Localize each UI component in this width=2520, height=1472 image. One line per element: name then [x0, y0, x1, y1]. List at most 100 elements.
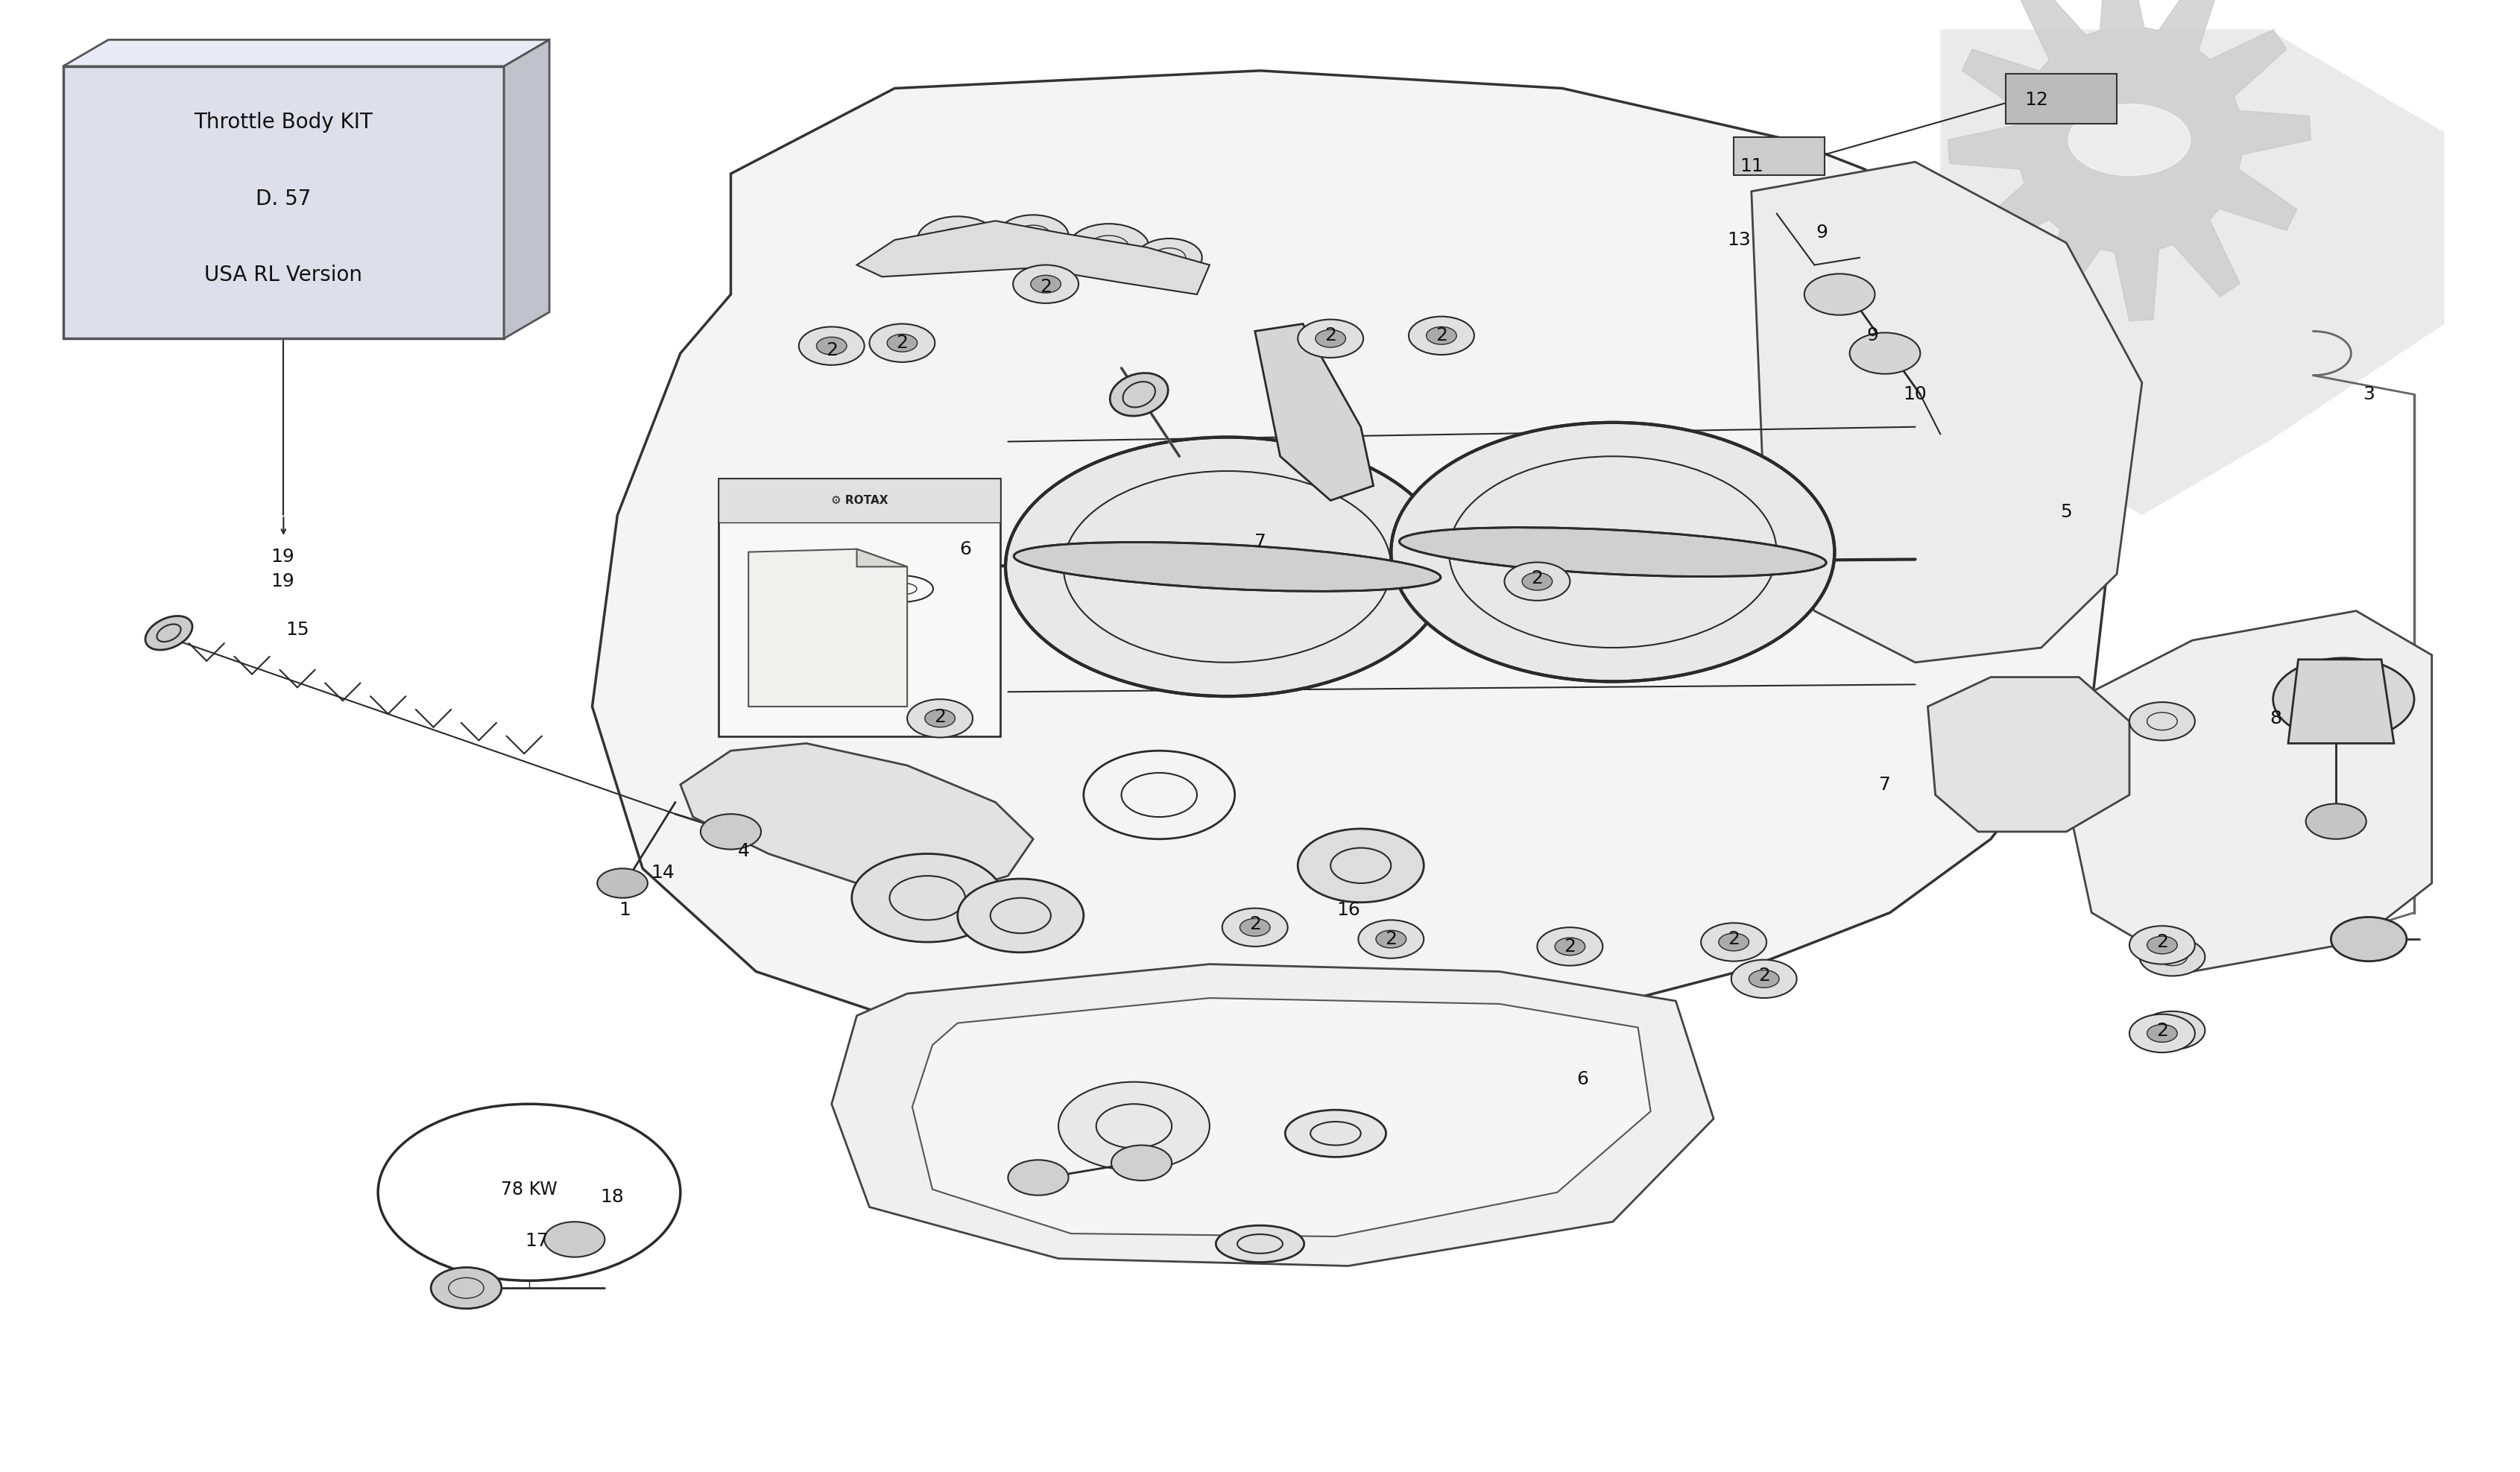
Circle shape — [1555, 938, 1585, 955]
Circle shape — [1719, 933, 1749, 951]
Circle shape — [869, 324, 935, 362]
Text: 2: 2 — [1759, 967, 1769, 985]
Circle shape — [1701, 923, 1767, 961]
Text: 14: 14 — [650, 864, 675, 882]
Polygon shape — [912, 998, 1651, 1236]
Circle shape — [1031, 275, 1061, 293]
Text: 2: 2 — [1386, 930, 1396, 948]
Circle shape — [1731, 960, 1797, 998]
Circle shape — [887, 334, 917, 352]
Ellipse shape — [1109, 372, 1169, 417]
Text: 12: 12 — [2024, 91, 2049, 109]
Circle shape — [1537, 927, 1603, 966]
Circle shape — [1008, 1160, 1068, 1195]
Text: 7: 7 — [1255, 533, 1265, 551]
Circle shape — [917, 216, 998, 263]
Circle shape — [597, 868, 648, 898]
Circle shape — [701, 814, 761, 849]
Circle shape — [2147, 936, 2177, 954]
Circle shape — [998, 215, 1068, 256]
Text: ⚙ ROTAX: ⚙ ROTAX — [832, 495, 887, 506]
Circle shape — [378, 1104, 680, 1281]
FancyBboxPatch shape — [2006, 74, 2117, 124]
Circle shape — [2331, 917, 2407, 961]
Circle shape — [1315, 330, 1346, 347]
Text: 2: 2 — [2157, 933, 2167, 951]
Circle shape — [544, 1222, 605, 1257]
FancyBboxPatch shape — [718, 478, 1000, 523]
Text: 19: 19 — [270, 548, 295, 565]
Text: 2: 2 — [1729, 930, 1739, 948]
Circle shape — [1522, 573, 1552, 590]
Circle shape — [958, 879, 1084, 952]
Text: 2: 2 — [935, 708, 945, 726]
Text: 6: 6 — [960, 540, 970, 558]
Circle shape — [1058, 1082, 1210, 1170]
Polygon shape — [857, 221, 1210, 294]
Text: 13: 13 — [1726, 231, 1751, 249]
Polygon shape — [1928, 677, 2129, 832]
Circle shape — [1005, 437, 1449, 696]
Text: 5: 5 — [2061, 503, 2071, 521]
Circle shape — [2306, 804, 2366, 839]
Circle shape — [907, 699, 973, 737]
Circle shape — [1358, 920, 1424, 958]
Circle shape — [1391, 422, 1835, 682]
Circle shape — [1137, 238, 1202, 277]
Circle shape — [1240, 919, 1270, 936]
Circle shape — [2139, 938, 2205, 976]
Polygon shape — [1948, 0, 2311, 321]
Text: 4: 4 — [738, 842, 748, 860]
Circle shape — [1013, 265, 1079, 303]
Circle shape — [1111, 1145, 1172, 1181]
Circle shape — [1804, 274, 1875, 315]
Text: 18: 18 — [600, 1188, 625, 1206]
Polygon shape — [1255, 324, 1373, 500]
Text: 1: 1 — [620, 901, 630, 919]
Circle shape — [2147, 1025, 2177, 1042]
Text: 17: 17 — [524, 1232, 549, 1250]
Polygon shape — [857, 549, 907, 567]
Circle shape — [1068, 224, 1149, 271]
Text: 16: 16 — [1336, 901, 1361, 919]
FancyBboxPatch shape — [718, 478, 1000, 736]
Circle shape — [1298, 319, 1363, 358]
Text: 8: 8 — [2271, 710, 2281, 727]
Polygon shape — [748, 549, 907, 707]
Circle shape — [925, 710, 955, 727]
Text: 78 KW: 78 KW — [501, 1181, 557, 1198]
Text: 2: 2 — [1326, 327, 1336, 344]
Polygon shape — [2066, 611, 2432, 972]
FancyBboxPatch shape — [1734, 137, 1824, 175]
Ellipse shape — [1285, 1110, 1386, 1157]
Circle shape — [1298, 829, 1424, 902]
Polygon shape — [832, 964, 1714, 1266]
Circle shape — [1426, 327, 1457, 344]
Circle shape — [2069, 105, 2190, 175]
Text: 19: 19 — [270, 573, 295, 590]
Text: 2: 2 — [897, 334, 907, 352]
Circle shape — [1409, 316, 1474, 355]
Text: 9: 9 — [1867, 327, 1877, 344]
FancyBboxPatch shape — [63, 66, 504, 339]
Circle shape — [2139, 1011, 2205, 1050]
Circle shape — [799, 327, 864, 365]
Text: D. 57: D. 57 — [257, 188, 310, 209]
Text: 2: 2 — [1436, 327, 1446, 344]
Text: 2: 2 — [827, 342, 837, 359]
Circle shape — [1222, 908, 1288, 946]
Ellipse shape — [1013, 542, 1441, 592]
Polygon shape — [63, 40, 549, 66]
Circle shape — [1376, 930, 1406, 948]
Ellipse shape — [1215, 1225, 1305, 1262]
Text: 3: 3 — [2364, 386, 2374, 403]
Text: 2: 2 — [1041, 278, 1051, 296]
Text: 2: 2 — [1565, 938, 1575, 955]
Text: 15: 15 — [285, 621, 310, 639]
Text: 2: 2 — [1532, 570, 1542, 587]
Polygon shape — [592, 71, 2117, 1060]
Circle shape — [2129, 926, 2195, 964]
Text: 10: 10 — [1903, 386, 1928, 403]
Circle shape — [1850, 333, 1920, 374]
Polygon shape — [2288, 659, 2394, 743]
